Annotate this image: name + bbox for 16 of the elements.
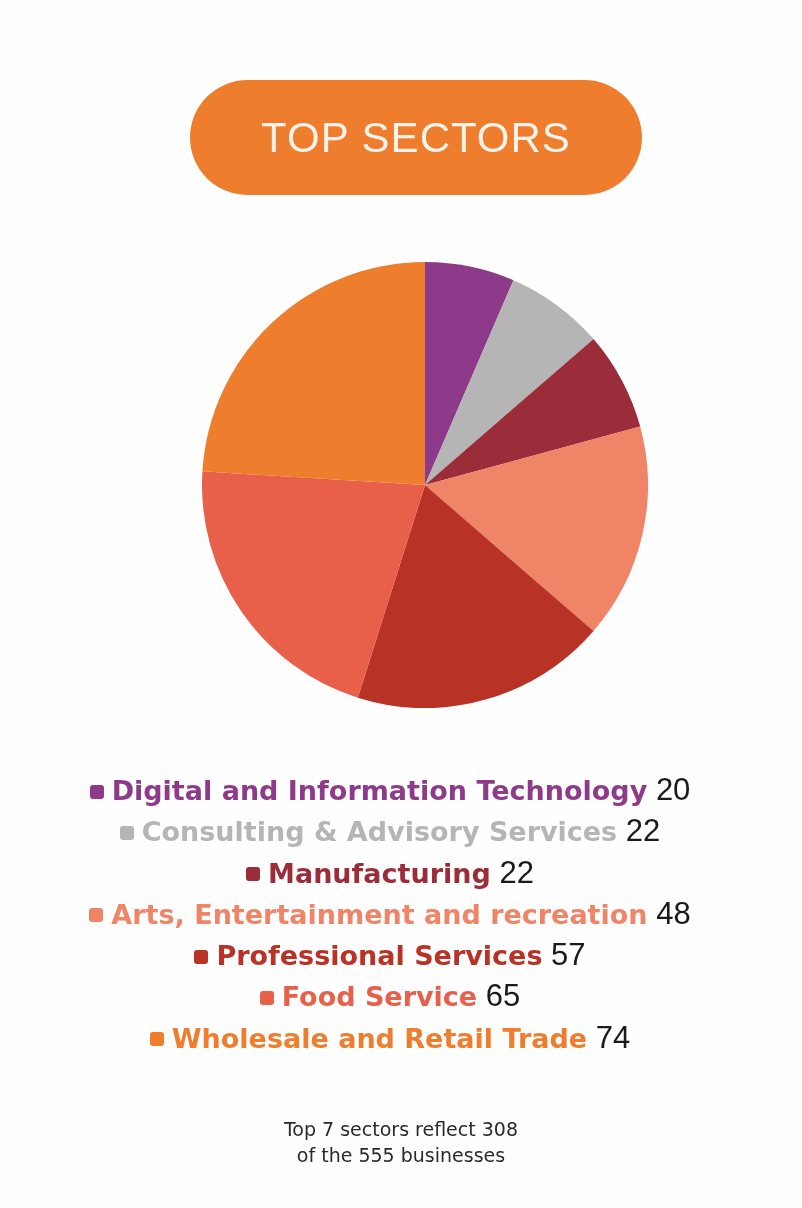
data-label: 48 — [655, 895, 691, 931]
data-label: 22 — [498, 854, 534, 890]
data-label: 65 — [484, 978, 521, 1014]
data-label: 74 — [594, 1019, 631, 1055]
legend-label: Wholesale and Retail Trade — [171, 1022, 588, 1054]
legend-label: Digital and Information Technology — [111, 775, 648, 806]
legend-label: Consulting & Advisory Services — [141, 816, 618, 848]
legend-label: Professional Services — [216, 940, 543, 972]
text: Top 7 sectors reflect 308 of the 555 businesses — [283, 1117, 519, 1168]
data-label: 22 — [624, 813, 661, 849]
data-label: 57 — [550, 937, 586, 973]
chart-title: TOP SECTORS — [190, 80, 642, 195]
legend-label: Manufacturing — [268, 857, 491, 889]
data-label: 20 — [654, 772, 691, 807]
legend-label: Food Service — [281, 981, 478, 1013]
legend-label: Arts, Entertainment and recreation — [111, 898, 648, 930]
